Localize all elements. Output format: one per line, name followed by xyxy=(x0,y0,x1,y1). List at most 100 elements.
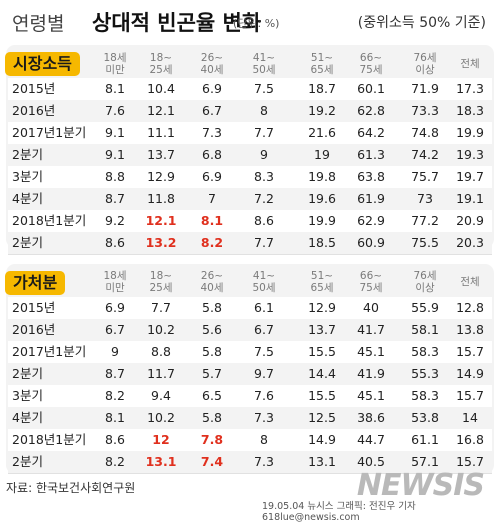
table-cell: 11.7 xyxy=(147,366,175,381)
table-cell: 8.6 xyxy=(105,432,125,447)
table-cell: 7.3 xyxy=(202,125,222,140)
table-cell: 8.1 xyxy=(105,81,125,96)
table-cell: 10.4 xyxy=(147,81,175,96)
table-cell: 62.8 xyxy=(357,103,385,118)
table-2-row: 2015년 6.9 7.7 5.8 6.1 12.9 40 55.9 12.8 xyxy=(8,297,492,320)
table-cell: 8.1 xyxy=(200,213,224,228)
table-cell: 20.9 xyxy=(456,213,484,228)
row-label: 2015년 xyxy=(12,300,56,315)
table-cell: 7.6 xyxy=(105,103,125,118)
column-header-line: 미만 xyxy=(105,64,125,76)
column-header-line: 이상 xyxy=(415,282,435,294)
column-header-line: 66~ xyxy=(359,270,383,282)
table-cell: 6.1 xyxy=(254,300,274,315)
table-cell: 60.9 xyxy=(357,235,385,250)
table-cell: 45.1 xyxy=(357,344,385,359)
row-label: 2016년 xyxy=(12,103,56,118)
row-label: 3분기 xyxy=(12,169,43,184)
table-cell: 19.9 xyxy=(456,125,484,140)
table-1-section-label: 시장소득 xyxy=(5,52,80,76)
table-cell: 58.3 xyxy=(411,344,439,359)
table-cell: 9.1 xyxy=(105,125,125,140)
basis-note: (중위소득 50% 기준) xyxy=(357,15,486,31)
row-label: 2016년 xyxy=(12,322,56,337)
table-1-row: 4분기 8.7 11.8 7 7.2 19.6 61.9 73 19.1 xyxy=(8,188,492,211)
table-2-row: 2분기 8.7 11.7 5.7 9.7 14.4 41.9 55.3 14.9 xyxy=(8,363,492,386)
table-cell: 12.5 xyxy=(308,410,336,425)
table-2-row: 2018년1분기 8.6 12 7.8 8 14.9 44.7 61.1 16.8 xyxy=(8,429,492,452)
column-header-line: 26~ xyxy=(200,52,224,64)
table-cell: 11.1 xyxy=(147,125,175,140)
column-header-line: 76세 xyxy=(413,52,437,64)
table-cell: 19.1 xyxy=(456,191,484,206)
table-1-column-header: 51~ 65세 xyxy=(298,52,346,76)
table-cell: 15.7 xyxy=(456,388,484,403)
row-label: 2분기 xyxy=(12,147,43,162)
table-cell: 14.9 xyxy=(456,366,484,381)
table-cell: 7.6 xyxy=(254,388,274,403)
column-header-line: 18세 xyxy=(103,52,127,64)
row-label: 3분기 xyxy=(12,388,43,403)
table-2-row: 2017년1분기 9 8.8 5.8 7.5 15.5 45.1 58.3 15.7 xyxy=(8,341,492,364)
title-prefix: 연령별 xyxy=(12,13,65,35)
column-header-line: 전체 xyxy=(460,58,480,70)
column-header-line: 51~ xyxy=(310,270,334,282)
table-cell: 6.7 xyxy=(105,322,125,337)
table-cell: 12.1 xyxy=(147,103,175,118)
table-cell: 18.5 xyxy=(308,235,336,250)
table-cell: 7 xyxy=(208,191,216,206)
row-label: 2018년1분기 xyxy=(12,213,87,228)
table-cell: 6.7 xyxy=(254,322,274,337)
table-cell: 8.3 xyxy=(254,169,274,184)
column-header-line: 76세 xyxy=(413,270,437,282)
column-header-line: 40세 xyxy=(200,282,224,294)
row-label: 2015년 xyxy=(12,81,56,96)
table-1-row: 3분기 8.8 12.9 6.9 8.3 19.8 63.8 75.7 19.7 xyxy=(8,166,492,189)
table-cell: 8.8 xyxy=(151,344,171,359)
table-cell: 8.8 xyxy=(105,169,125,184)
column-header-line: 75세 xyxy=(359,282,383,294)
page-title: 상대적 빈곤율 변화 xyxy=(92,11,262,35)
table-cell: 10.2 xyxy=(147,410,175,425)
table-cell: 8.6 xyxy=(254,213,274,228)
table-1-column-header: 76세 이상 xyxy=(401,52,449,76)
column-header-line: 미만 xyxy=(105,282,125,294)
table-cell: 5.8 xyxy=(202,410,222,425)
table-cell: 8.7 xyxy=(105,366,125,381)
table-cell: 13.2 xyxy=(145,235,177,250)
table-cell: 7.5 xyxy=(254,81,274,96)
table-1-column-header: 41~ 50세 xyxy=(240,52,288,76)
table-cell: 10.2 xyxy=(147,322,175,337)
column-header-line: 전체 xyxy=(460,276,480,288)
table-cell: 6.8 xyxy=(202,147,222,162)
table-1-column-header: 18세 미만 xyxy=(91,52,139,76)
table-cell: 9 xyxy=(260,147,268,162)
table-1-column-header: 26~ 40세 xyxy=(188,52,236,76)
table-cell: 7.3 xyxy=(254,454,274,469)
table-cell: 18.3 xyxy=(456,103,484,118)
table-cell: 13.8 xyxy=(456,322,484,337)
table-cell: 7.8 xyxy=(200,432,224,447)
table-1-column-header: 66~ 75세 xyxy=(347,52,395,76)
table-cell: 17.3 xyxy=(456,81,484,96)
table-1-row: 2015년 8.1 10.4 6.9 7.5 18.7 60.1 71.9 17.3 xyxy=(8,78,492,101)
table-cell: 9.7 xyxy=(254,366,274,381)
table-cell: 9 xyxy=(111,344,119,359)
table-cell: 14 xyxy=(462,410,478,425)
table-cell: 5.6 xyxy=(202,322,222,337)
column-header-line: 41~ xyxy=(252,270,276,282)
table-1-row: 2분기 9.1 13.7 6.8 9 19 61.3 74.2 19.3 xyxy=(8,144,492,167)
table-cell: 13.7 xyxy=(147,147,175,162)
table-cell: 19 xyxy=(314,147,330,162)
table-cell: 53.8 xyxy=(411,410,439,425)
table-2-column-header: 26~ 40세 xyxy=(188,270,236,294)
table-cell: 20.3 xyxy=(456,235,484,250)
row-label: 2017년1분기 xyxy=(12,125,87,140)
table-cell: 8 xyxy=(260,103,268,118)
table-cell: 5.8 xyxy=(202,300,222,315)
table-cell: 41.7 xyxy=(357,322,385,337)
table-cell: 9.4 xyxy=(151,388,171,403)
table-cell: 41.9 xyxy=(357,366,385,381)
table-cell: 7.5 xyxy=(254,344,274,359)
table-cell: 57.1 xyxy=(411,454,439,469)
